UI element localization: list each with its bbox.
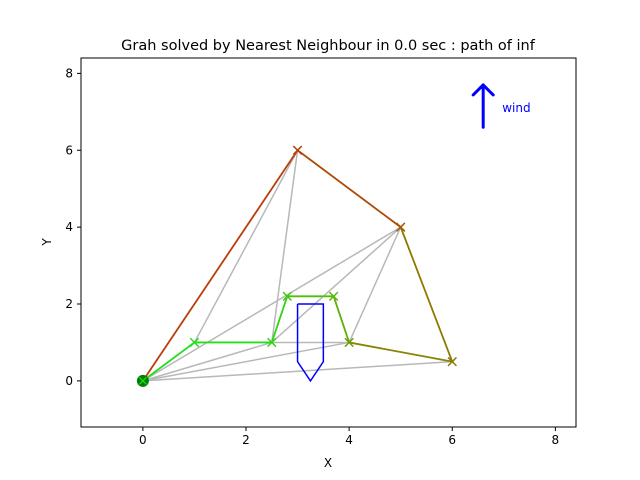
x-tick-label: 4 — [345, 433, 353, 447]
x-tick-label: 8 — [552, 433, 560, 447]
node-marker — [344, 337, 354, 348]
y-tick-label: 4 — [65, 220, 73, 234]
obstacle-shape — [296, 303, 325, 383]
path-segment — [296, 149, 402, 229]
start-marker-stroke — [138, 376, 147, 385]
path-segment — [399, 226, 454, 363]
node-marker — [189, 337, 200, 348]
wind-arrow-head — [471, 83, 495, 97]
axes: 0 2 4 6 8 0 2 4 6 8 — [65, 57, 577, 447]
path-segment — [270, 295, 289, 344]
x-tick-label: 6 — [448, 433, 456, 447]
graph-edge — [193, 149, 299, 343]
node-marker-stroke — [447, 356, 457, 367]
x-tick-label: 2 — [242, 433, 250, 447]
y-axis-label: Y — [40, 238, 54, 247]
axes-frame — [80, 57, 577, 428]
node-marker — [447, 356, 457, 367]
node-marker — [267, 337, 277, 348]
graph-edge — [142, 341, 350, 382]
node-marker — [282, 291, 292, 302]
graph-edge — [142, 226, 402, 382]
chart-title: Grah solved by Nearest Neighbour in 0.0 … — [121, 38, 536, 54]
y-tick-label: 6 — [65, 143, 73, 157]
path-segment — [141, 341, 196, 382]
node-marker-stroke — [267, 337, 277, 348]
path-segment — [332, 295, 351, 344]
graph-edge — [348, 226, 402, 343]
node-marker-stroke — [282, 291, 292, 302]
x-tick-label: 0 — [139, 433, 147, 447]
y-tick-label: 8 — [65, 66, 73, 80]
node-marker-stroke — [189, 337, 200, 348]
graph-edge — [142, 341, 272, 382]
node-marker-stroke — [328, 291, 339, 302]
x-axis-label: X — [324, 456, 332, 470]
graph-edge — [271, 150, 299, 343]
y-tick-label: 0 — [65, 374, 73, 388]
node-marker — [328, 291, 339, 302]
node-marker-stroke — [395, 222, 406, 232]
graph-edge — [142, 360, 453, 382]
node-marker-stroke — [344, 337, 354, 348]
path-segment — [348, 341, 454, 363]
path-segment — [141, 149, 299, 382]
wind-label: wind — [502, 101, 530, 115]
plot-area: wind — [81, 58, 576, 427]
graph-edge — [271, 226, 402, 343]
node-marker-stroke — [292, 145, 303, 155]
node-marker — [292, 145, 303, 155]
node-marker — [395, 222, 406, 232]
y-tick-label: 2 — [65, 297, 73, 311]
